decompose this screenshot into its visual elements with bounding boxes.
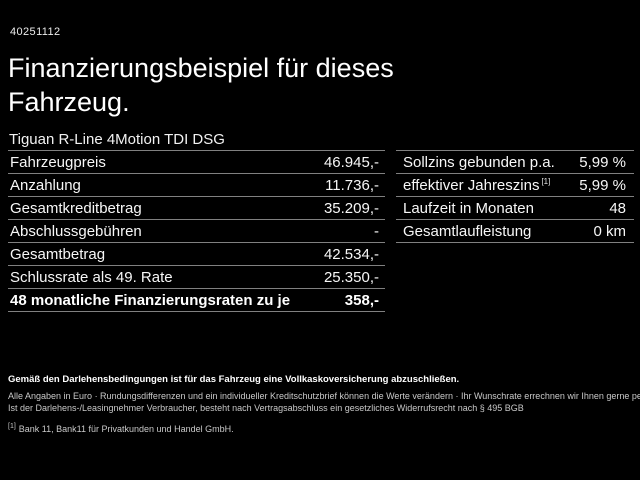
row-label: effektiver Jahreszins [1] xyxy=(403,176,551,194)
page-title-line1: Finanzierungsbeispiel für dieses xyxy=(8,53,394,83)
row-value: 0 km xyxy=(593,222,626,240)
financing-table-right: Sollzins gebunden p.a. 5,99 % effektiver… xyxy=(396,150,634,243)
footer-disclaimer-line1: Alle Angaben in Euro · Rundungsdifferenz… xyxy=(8,391,640,401)
row-label: Fahrzeugpreis xyxy=(10,153,106,171)
table-row-gesamtkreditbetrag: Gesamtkreditbetrag 35.209,- xyxy=(8,197,385,220)
row-value: 48 xyxy=(609,199,626,217)
footnote-marker: [1] xyxy=(541,176,551,186)
row-label: Schlussrate als 49. Rate xyxy=(10,268,173,286)
page-title-line2: Fahrzeug. xyxy=(8,87,130,117)
vehicle-name: Tiguan R-Line 4Motion TDI DSG xyxy=(9,131,225,148)
table-row-monatsrate: 48 monatliche Finanzierungsraten zu je 3… xyxy=(8,289,385,312)
row-value: 5,99 % xyxy=(579,153,626,171)
table-row-gesamtbetrag: Gesamtbetrag 42.534,- xyxy=(8,243,385,266)
row-label: Gesamtkreditbetrag xyxy=(10,199,142,217)
row-label: Anzahlung xyxy=(10,176,81,194)
row-label: Abschlussgebühren xyxy=(10,222,142,240)
row-value: 25.350,- xyxy=(323,268,379,286)
table-row-schlussrate: Schlussrate als 49. Rate 25.350,- xyxy=(8,266,385,289)
financing-table-left: Fahrzeugpreis 46.945,- Anzahlung 11.736,… xyxy=(8,150,385,312)
table-row-abschlussgebuehren: Abschlussgebühren - xyxy=(8,220,385,243)
table-row-anzahlung: Anzahlung 11.736,- xyxy=(8,174,385,197)
row-value: - xyxy=(374,222,379,240)
row-value: 35.209,- xyxy=(323,199,379,217)
row-value: 5,99 % xyxy=(579,176,626,194)
footnote-marker: [1] xyxy=(8,423,16,430)
table-row-gesamtlaufleistung: Gesamtlaufleistung 0 km xyxy=(396,220,634,243)
row-label: 48 monatliche Finanzierungsraten zu je xyxy=(10,291,291,309)
row-value: 11.736,- xyxy=(325,176,379,194)
row-label: Gesamtlaufleistung xyxy=(403,222,532,240)
row-label: Laufzeit in Monaten xyxy=(403,199,534,217)
footer-insurance-note: Gemäß den Darlehensbedingungen ist für d… xyxy=(8,374,460,385)
vehicle-id: 40251112 xyxy=(10,26,61,38)
table-row-effektiver-jahreszins: effektiver Jahreszins [1] 5,99 % xyxy=(396,174,634,197)
legal-footer: Gemäß den Darlehensbedingungen ist für d… xyxy=(8,374,640,435)
footer-disclaimer-line2: Ist der Darlehens-/Leasingnehmer Verbrau… xyxy=(8,403,524,413)
table-row-sollzins: Sollzins gebunden p.a. 5,99 % xyxy=(396,151,634,174)
row-value: 42.534,- xyxy=(323,245,379,263)
row-value: 46.945,- xyxy=(323,153,379,171)
footer-bank-footnote: [1] Bank 11, Bank11 für Privatkunden und … xyxy=(8,423,234,434)
row-label: Gesamtbetrag xyxy=(10,245,106,263)
row-label: Sollzins gebunden p.a. xyxy=(403,153,555,171)
row-value: 358,- xyxy=(344,291,379,309)
table-row-laufzeit: Laufzeit in Monaten 48 xyxy=(396,197,634,220)
table-row-fahrzeugpreis: Fahrzeugpreis 46.945,- xyxy=(8,151,385,174)
page-title: Finanzierungsbeispiel für dieses Fahrzeu… xyxy=(8,51,394,119)
